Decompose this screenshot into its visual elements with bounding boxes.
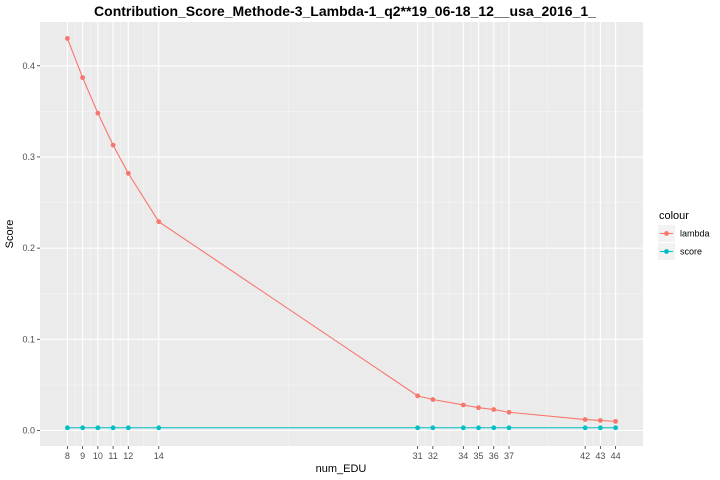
data-point-score xyxy=(597,425,603,431)
x-tick-label: 31 xyxy=(413,451,423,461)
data-point-lambda xyxy=(582,417,588,422)
x-tick-label: 36 xyxy=(489,451,499,461)
legend-title: colour xyxy=(659,210,689,222)
data-point-score xyxy=(65,425,70,431)
x-tick-label: 34 xyxy=(458,451,468,461)
data-point-score xyxy=(460,425,466,431)
data-point-lambda xyxy=(125,170,131,176)
y-axis-title: Score xyxy=(4,220,16,249)
data-point-lambda xyxy=(491,407,497,412)
y-tick-label: 0.0 xyxy=(22,425,35,435)
x-axis-title: num_EDU xyxy=(316,463,367,475)
data-point-lambda xyxy=(80,75,86,81)
data-point-score xyxy=(415,425,421,431)
x-tick-label: 42 xyxy=(580,451,590,461)
x-tick-label: 35 xyxy=(474,451,484,461)
series-layer xyxy=(65,36,618,431)
data-point-lambda xyxy=(156,219,162,225)
data-point-score xyxy=(430,425,436,431)
data-point-score xyxy=(476,425,481,431)
x-tick-label: 8 xyxy=(65,451,70,461)
x-tick-label: 14 xyxy=(154,451,164,461)
data-point-lambda xyxy=(95,110,101,116)
minor-gridlines xyxy=(40,22,643,446)
x-tick-label: 11 xyxy=(108,451,117,461)
x-tick-labels: 8 9 10 11 12 14 31 32 34 35 36 37 42 43 44 xyxy=(65,451,621,461)
legend: colour lambda score xyxy=(658,210,710,260)
y-tick-labels: 0.0 0.1 0.2 0.3 0.4 xyxy=(22,61,35,436)
data-point-lambda xyxy=(460,402,466,408)
y-tick-label: 0.3 xyxy=(22,152,35,162)
chart-title: Contribution_Score_Methode-3_Lambda-1_q2… xyxy=(94,3,596,19)
data-point-score xyxy=(125,425,131,431)
y-tick-label: 0.4 xyxy=(22,61,35,71)
data-point-score xyxy=(613,425,618,431)
data-point-lambda xyxy=(430,397,436,402)
data-point-score xyxy=(110,425,116,431)
data-point-score xyxy=(80,425,86,431)
data-point-lambda xyxy=(415,393,421,399)
data-point-score xyxy=(491,425,497,431)
data-point-lambda xyxy=(110,142,116,148)
data-point-lambda xyxy=(476,405,481,411)
x-tick-label: 12 xyxy=(123,451,133,461)
x-tick-label: 37 xyxy=(504,451,514,461)
legend-point-lambda xyxy=(664,231,669,236)
x-tick-label: 32 xyxy=(428,451,438,461)
x-tick-label: 44 xyxy=(611,451,621,461)
x-tick-label: 9 xyxy=(80,451,85,461)
data-point-lambda xyxy=(65,36,70,41)
plot-panel xyxy=(40,22,643,446)
data-point-lambda xyxy=(506,409,512,415)
data-point-score xyxy=(506,425,512,431)
data-point-score xyxy=(156,425,162,431)
legend-label-score: score xyxy=(680,247,702,257)
y-tick-label: 0.2 xyxy=(22,243,35,253)
data-point-score xyxy=(582,425,588,431)
data-point-lambda xyxy=(613,418,618,424)
x-tick-label: 10 xyxy=(93,451,103,461)
major-gridlines xyxy=(40,22,643,446)
x-tick-label: 43 xyxy=(595,451,605,461)
axis-ticks xyxy=(37,65,616,449)
legend-point-score xyxy=(664,249,669,254)
y-tick-label: 0.1 xyxy=(22,334,35,344)
data-point-score xyxy=(95,425,101,431)
legend-label-lambda: lambda xyxy=(680,229,710,239)
data-point-lambda xyxy=(597,418,603,423)
